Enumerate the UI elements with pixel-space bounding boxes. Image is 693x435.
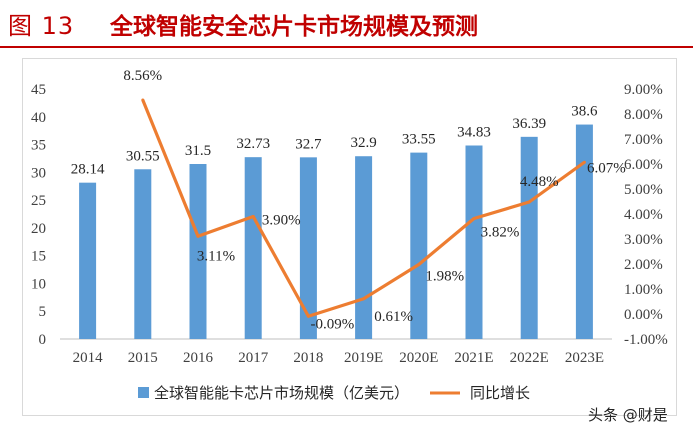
bar-value-label: 28.14 [71, 162, 105, 178]
bar-value-label: 38.6 [571, 104, 598, 120]
growth-value-label: 3.82% [481, 225, 520, 241]
x-tick-label: 2016 [183, 350, 214, 366]
growth-value-label: 0.61% [374, 309, 413, 325]
bar-value-label: 33.55 [402, 132, 436, 148]
bar [410, 152, 428, 339]
y-left-tick-label: 20 [31, 221, 46, 237]
x-tick-label: 2019E [344, 350, 383, 366]
y-right-tick-label: 0.00% [624, 307, 663, 323]
y-left-tick-label: 45 [31, 82, 46, 98]
bar [244, 157, 262, 339]
legend-line-label: 同比增长 [470, 384, 530, 402]
x-tick-label: 2021E [454, 350, 493, 366]
bar [189, 164, 207, 339]
growth-value-label: 3.90% [262, 213, 301, 229]
y-left-tick-label: 30 [31, 165, 46, 181]
bar-value-label: 32.7 [295, 136, 322, 152]
growth-point [196, 234, 200, 238]
figure-title: 全球智能安全芯片卡市场规模及预测 [110, 14, 478, 40]
y-left-tick-label: 40 [31, 110, 46, 126]
growth-point [362, 297, 366, 301]
x-tick-label: 2015 [128, 350, 158, 366]
x-tick-label: 2020E [399, 350, 438, 366]
bar-value-label: 32.9 [350, 135, 376, 151]
bar [520, 136, 538, 339]
x-tick-label: 2014 [73, 350, 104, 366]
bar-value-label: 31.5 [185, 143, 211, 159]
y-right-tick-label: 5.00% [624, 182, 663, 198]
growth-value-label: 1.98% [425, 269, 464, 285]
bar-value-label: 34.83 [457, 125, 491, 141]
growth-point [417, 263, 421, 266]
bar-value-label: 30.55 [126, 148, 160, 164]
y-right-tick-label: 1.00% [624, 282, 663, 298]
x-tick-label: 2018 [293, 350, 323, 366]
bar [355, 156, 373, 339]
chart-frame [22, 58, 677, 416]
bar [299, 157, 317, 339]
growth-value-label: -0.09% [311, 316, 355, 332]
figure-header: 图 13 全球智能安全芯片卡市场规模及预测 [0, 0, 693, 50]
y-left-tick-label: 5 [39, 304, 47, 320]
y-right-tick-label: 3.00% [624, 232, 663, 248]
growth-point [472, 217, 476, 220]
x-tick-label: 2023E [565, 350, 604, 366]
y-left-tick-label: 0 [39, 332, 47, 348]
bar [465, 145, 483, 339]
y-left-tick-label: 15 [31, 249, 46, 265]
growth-point [582, 160, 586, 164]
y-left-tick-label: 25 [31, 193, 46, 209]
y-left-tick-label: 35 [31, 138, 46, 154]
y-right-tick-label: 7.00% [624, 132, 663, 148]
growth-value-label: 8.56% [123, 68, 162, 84]
bar-value-label: 36.39 [512, 116, 546, 132]
legend-bar-swatch [138, 387, 149, 398]
bar [134, 169, 152, 339]
legend-bar-label: 全球智能能卡芯片市场规模（亿美元） [154, 384, 409, 402]
bar-value-label: 32.73 [236, 136, 270, 152]
x-tick-label: 2017 [238, 350, 269, 366]
growth-point [527, 200, 531, 204]
figure-number: 图 13 [8, 12, 75, 40]
growth-point [251, 215, 255, 218]
header-rule [0, 46, 693, 48]
growth-point [141, 98, 145, 102]
watermark: 头条 @财是 [588, 406, 668, 424]
y-right-tick-label: 2.00% [624, 257, 663, 273]
y-left-tick-label: 10 [31, 276, 46, 292]
y-right-tick-label: 4.00% [624, 207, 663, 223]
x-tick-label: 2022E [510, 350, 549, 366]
y-right-tick-label: -1.00% [624, 332, 668, 348]
growth-value-label: 6.07% [587, 160, 626, 176]
bar [79, 182, 97, 339]
y-right-tick-label: 8.00% [624, 107, 663, 123]
bar [575, 124, 593, 339]
growth-value-label: 3.11% [197, 248, 235, 264]
y-right-tick-label: 9.00% [624, 82, 663, 98]
growth-point [306, 314, 310, 318]
y-right-tick-label: 6.00% [624, 157, 663, 173]
growth-value-label: 4.48% [520, 174, 559, 190]
